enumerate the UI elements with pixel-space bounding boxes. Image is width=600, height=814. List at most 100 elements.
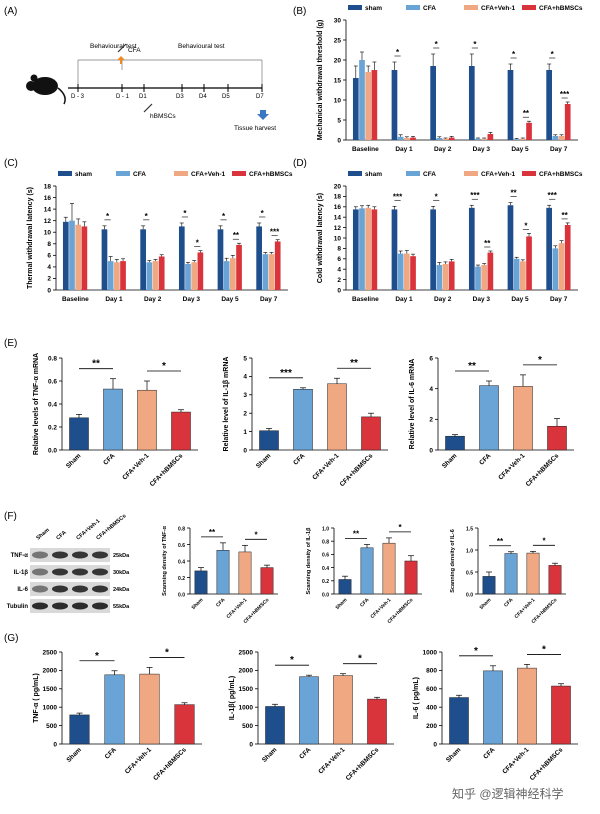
x-tick-label: Day 5 [511, 296, 529, 303]
band-size: 24kDa [113, 587, 130, 593]
y-axis-label: Scanning density of IL-6 [450, 529, 456, 593]
behav-test-1: Behavioural test [90, 43, 137, 50]
blot-band [72, 568, 88, 576]
day-label: D - 3 [71, 94, 85, 100]
chart-il1b-density: 0.0 0.2 0.4 0.6 0.8 1.0 Scanning density of IL… [306, 523, 422, 625]
x-tick-label: Day 3 [473, 146, 491, 153]
x-tick-label: CFA+Veh-1 [501, 746, 530, 775]
y-tick-label: 0.8 [178, 526, 185, 532]
y-axis-label: Mechanical withdrawal threshold (g) [317, 20, 324, 141]
y-tick-label: 0.2 [322, 579, 329, 585]
blot-band [92, 568, 108, 576]
bar [410, 256, 416, 290]
y-axis-label: Thermal withdrawal latency (s) [27, 187, 34, 289]
blot-strip [30, 582, 110, 596]
y-tick-label: 4 [243, 374, 247, 381]
mouse-icon [26, 74, 66, 105]
chart-tnf-mrna: 0.0 0.2 0.4 0.6 0.8 Relative levels of TNF-α … [33, 353, 198, 488]
bar [371, 209, 378, 290]
x-tick-label: CFA+hBMSCs [339, 452, 375, 488]
significance-star: ** [92, 359, 100, 370]
timeline-panel: Behavioural test Behavioural test CFA hB… [26, 43, 276, 132]
y-axis-label: Scanning density of IL-1β [306, 527, 312, 595]
day-label: D3 [176, 94, 184, 100]
y-tick-label: 10 [334, 235, 342, 242]
blot-band [92, 585, 108, 593]
day-label: D1 [139, 94, 147, 100]
bar [104, 674, 125, 745]
bar [526, 122, 532, 140]
bar [260, 567, 274, 595]
significance-star: ** [209, 528, 216, 537]
bar [410, 137, 416, 140]
significance-star: * [165, 647, 169, 658]
bar [564, 104, 571, 140]
bar [352, 78, 359, 140]
significance-star: ** [233, 231, 240, 240]
y-tick-label: 2 [337, 277, 341, 284]
bar [404, 138, 410, 140]
significance-star: * [254, 530, 258, 539]
legend-swatch [406, 171, 420, 176]
y-tick-label: 0 [243, 447, 247, 454]
x-tick-label: CFA [215, 597, 227, 609]
x-tick-label: Day 5 [221, 296, 239, 303]
blot-strip [30, 599, 110, 613]
blot-band [92, 602, 108, 610]
x-tick-label: Baseline [352, 296, 379, 303]
blot-band [72, 551, 88, 559]
blot-band [92, 551, 108, 559]
significance-star: * [524, 221, 528, 230]
x-tick-label: CFA+hBMSCs [525, 452, 561, 488]
day-label: D - 1 [116, 94, 130, 100]
legend-swatch [58, 171, 72, 176]
bar [174, 704, 195, 745]
y-axis-label: TNF-α ( pg/mL) [33, 673, 40, 723]
bar [430, 66, 436, 140]
y-tick-label: 20 [334, 57, 342, 64]
y-axis-label: Relative level of IL-6 mRNA [409, 359, 416, 450]
bar [333, 675, 353, 745]
y-tick-label: 0.0 [466, 592, 473, 598]
bar [513, 258, 520, 290]
significance-star: * [261, 209, 265, 218]
x-tick-label: CFA+Veh-1 [226, 597, 249, 620]
bar [558, 136, 565, 140]
significance-star: * [290, 655, 294, 666]
significance-star: ** [468, 361, 476, 372]
significance-star: * [106, 212, 110, 221]
chart-il6-elisa: 0 200 400 600 800 1000 IL-6 ( pg/mL) Sham CFA CFA… [413, 644, 578, 782]
y-tick-label: 6 [429, 355, 433, 362]
x-tick-label: Day 3 [473, 296, 491, 303]
blot-band [32, 568, 48, 576]
bar [75, 224, 82, 290]
lane-label: CFA+hBMSCs [95, 513, 127, 541]
y-tick-label: 0.8 [322, 540, 329, 546]
bar [62, 221, 69, 290]
y-tick-label: 0.2 [48, 424, 57, 431]
significance-star: *** [270, 228, 280, 237]
bar [448, 261, 455, 290]
bar [487, 134, 494, 140]
x-tick-label: CFA [292, 452, 306, 466]
bar [371, 70, 378, 140]
x-tick-label: CFA+Veh-1 [317, 746, 346, 775]
significance-star: * [396, 48, 400, 57]
bar [103, 388, 123, 451]
bar [359, 208, 365, 290]
y-tick-label: 5 [337, 117, 341, 124]
x-tick-label: Day 1 [395, 296, 413, 303]
bar [449, 697, 469, 745]
significance-star: * [196, 239, 200, 248]
y-tick-label: 0 [249, 741, 253, 748]
bar [526, 236, 532, 290]
legend-label: CFA [423, 171, 436, 178]
chart-mechanical-threshold: 0 5 10 15 20 25 30 Mechanical withdrawal thresh… [317, 5, 583, 153]
legend-label: CFA+hBMSCs [539, 5, 583, 12]
significance-star: *** [470, 191, 480, 200]
bar [404, 253, 410, 290]
bar [507, 205, 514, 290]
y-tick-label: 1000 [239, 705, 254, 712]
legend-swatch [464, 171, 478, 176]
